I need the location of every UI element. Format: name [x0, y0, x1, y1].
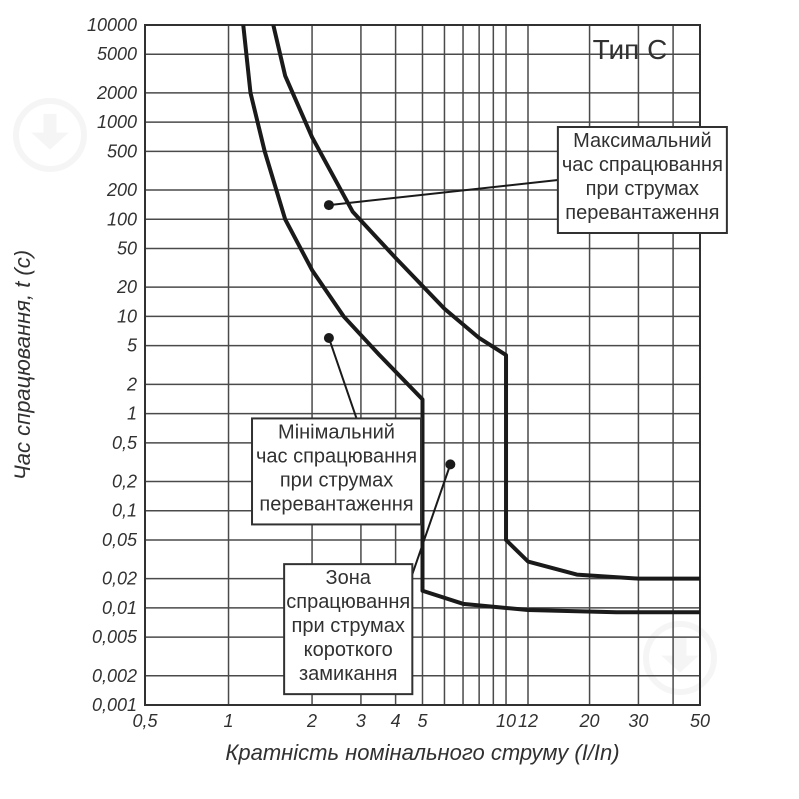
y-tick-label: 0,1: [112, 501, 137, 521]
min-label-line: при струмах: [280, 469, 393, 491]
y-tick-label: 50: [117, 239, 137, 259]
max-label-line: при струмах: [586, 178, 699, 200]
min-label-line: час спрацювання: [256, 445, 417, 467]
min-label-line: Мінімальний: [278, 421, 395, 443]
x-tick-label: 4: [391, 711, 401, 731]
x-tick-label: 1: [224, 711, 234, 731]
x-axis-title: Кратність номінального струму (I/In): [225, 740, 619, 765]
zone-label-dot: [445, 459, 455, 469]
y-tick-label: 0,2: [112, 471, 137, 491]
zone-label-line: Зона: [326, 567, 372, 589]
x-tick-label: 10: [496, 711, 516, 731]
min-label-line: перевантаження: [259, 493, 413, 515]
zone-label-line: короткого: [304, 639, 393, 661]
y-axis-title: Час спрацювання, t (c): [10, 250, 35, 480]
x-tick-label: 30: [628, 711, 648, 731]
y-tick-label: 100: [107, 209, 137, 229]
zone-label-line: спрацювання: [286, 591, 410, 613]
max-label-dot: [324, 200, 334, 210]
x-tick-label: 20: [579, 711, 600, 731]
max-label-line: час спрацювання: [562, 154, 723, 176]
y-tick-label: 10000: [87, 15, 137, 35]
tripping-curve-chart: Максимальнийчас спрацюванняпри струмахпе…: [0, 0, 799, 799]
y-tick-label: 500: [107, 141, 137, 161]
max-label-line: Максимальний: [573, 130, 712, 152]
max-label-line: перевантаження: [565, 202, 719, 224]
x-tick-label: 3: [356, 711, 366, 731]
y-tick-label: 20: [116, 277, 137, 297]
y-tick-label: 0,005: [92, 627, 138, 647]
y-tick-label: 5: [127, 336, 138, 356]
min-label-dot: [324, 333, 334, 343]
x-tick-label: 2: [306, 711, 317, 731]
x-tick-label: 0,5: [132, 711, 158, 731]
y-tick-label: 1: [127, 404, 137, 424]
zone-label-line: замикання: [299, 663, 397, 685]
y-tick-label: 1000: [97, 112, 137, 132]
y-tick-label: 0,01: [102, 598, 137, 618]
y-tick-label: 0,05: [102, 530, 138, 550]
y-tick-label: 5000: [97, 44, 137, 64]
x-tick-label: 5: [417, 711, 428, 731]
y-tick-label: 200: [106, 180, 137, 200]
y-tick-label: 2000: [96, 83, 137, 103]
y-tick-label: 0,001: [92, 695, 137, 715]
x-tick-label: 12: [518, 711, 538, 731]
y-tick-label: 0,5: [112, 433, 138, 453]
zone-label-line: при струмах: [292, 615, 405, 637]
y-tick-label: 10: [117, 306, 137, 326]
type-label: Тип С: [593, 34, 668, 65]
y-tick-label: 0,002: [92, 666, 137, 686]
y-tick-label: 0,02: [102, 569, 137, 589]
x-tick-label: 50: [690, 711, 710, 731]
y-tick-label: 2: [126, 374, 137, 394]
